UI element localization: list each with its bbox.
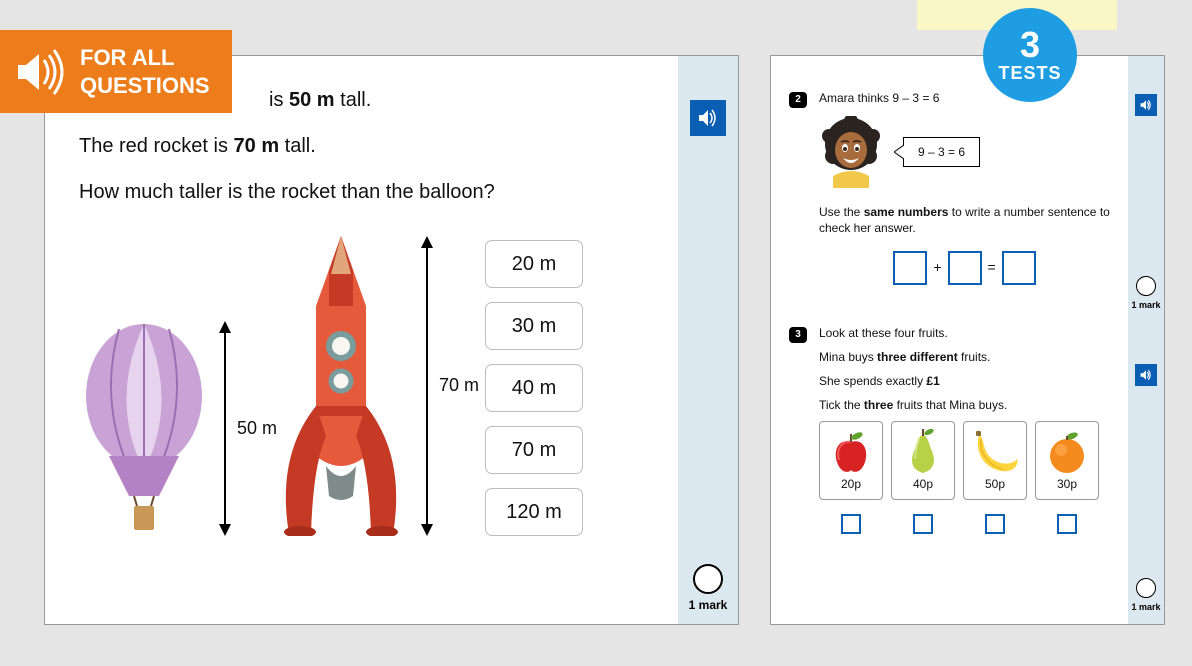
- speaker-icon: [697, 108, 719, 128]
- answer-option[interactable]: 40 m: [485, 364, 583, 412]
- answer-box[interactable]: [893, 251, 927, 285]
- question-panel-2: 2 Amara thinks 9 – 3 = 6: [770, 55, 1165, 625]
- answer-box[interactable]: [1002, 251, 1036, 285]
- question-2: 2 Amara thinks 9 – 3 = 6: [789, 90, 1110, 285]
- question-number: 3: [789, 327, 807, 343]
- apple-icon: [831, 430, 871, 474]
- answer-option[interactable]: 30 m: [485, 302, 583, 350]
- question-3: 3 Look at these four fruits. Mina buys t…: [789, 325, 1110, 534]
- banner-line2: QUESTIONS: [80, 72, 210, 100]
- fruit-price: 40p: [892, 476, 954, 492]
- tests-count: 3: [1020, 27, 1040, 63]
- height-arrow-balloon: [217, 321, 233, 536]
- rocket-illustration: [271, 236, 411, 536]
- amara-avatar: [819, 116, 883, 188]
- tests-label: TESTS: [998, 63, 1061, 84]
- speaker-icon: [1139, 99, 1153, 111]
- speech-bubble: 9 – 3 = 6: [903, 137, 980, 167]
- fruit-price: 20p: [820, 476, 882, 492]
- fruit-price: 50p: [964, 476, 1026, 492]
- pear-icon: [905, 429, 941, 475]
- audio-button[interactable]: [1135, 364, 1157, 386]
- balloon-height-label: 50 m: [237, 416, 277, 441]
- panel-sidebar: 1 mark 1 mark: [1128, 56, 1164, 624]
- speaker-icon: [14, 49, 64, 95]
- audio-button[interactable]: [1135, 94, 1157, 116]
- answer-option[interactable]: 120 m: [485, 488, 583, 536]
- fruit-card-pear: 40p: [891, 421, 955, 499]
- audio-button[interactable]: [690, 100, 726, 136]
- speaker-icon: [1139, 369, 1153, 381]
- mark-indicator: 1 mark: [1128, 578, 1164, 612]
- audio-banner: FOR ALL QUESTIONS: [0, 30, 232, 113]
- tests-badge: 3 TESTS: [983, 8, 1077, 102]
- fruit-card-orange: 30p: [1035, 421, 1099, 499]
- fruit-price: 30p: [1036, 476, 1098, 492]
- balloon-illustration: [79, 321, 209, 536]
- banana-icon: [971, 431, 1019, 473]
- tick-box[interactable]: [913, 514, 933, 534]
- answer-option[interactable]: 20 m: [485, 240, 583, 288]
- height-arrow-rocket: [419, 236, 435, 536]
- fruit-card-banana: 50p: [963, 421, 1027, 499]
- banner-line1: FOR ALL: [80, 44, 210, 72]
- answer-box[interactable]: [948, 251, 982, 285]
- tick-box[interactable]: [841, 514, 861, 534]
- question-panel-1: is 50 m tall. The red rocket is 70 m tal…: [44, 55, 739, 625]
- tick-box[interactable]: [1057, 514, 1077, 534]
- tick-box[interactable]: [985, 514, 1005, 534]
- mark-indicator: 1 mark: [1128, 276, 1164, 310]
- answer-option[interactable]: 70 m: [485, 426, 583, 474]
- orange-icon: [1046, 430, 1088, 474]
- fruit-card-apple: 20p: [819, 421, 883, 499]
- mark-indicator: 1 mark: [678, 564, 738, 612]
- panel-sidebar: 1 mark: [678, 56, 738, 624]
- rocket-height-label: 70 m: [439, 373, 479, 398]
- question-number: 2: [789, 92, 807, 108]
